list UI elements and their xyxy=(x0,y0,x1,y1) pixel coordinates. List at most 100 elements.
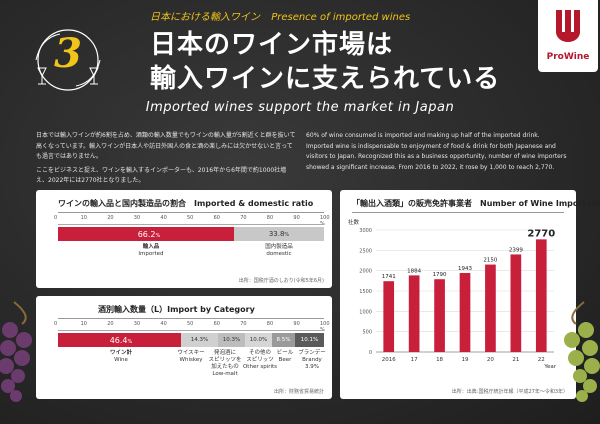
whisky-value-number: 14.3 xyxy=(190,337,203,343)
page-title-line2: 輸入ワインに支えられている xyxy=(150,64,501,94)
category-axis-line xyxy=(58,330,324,331)
x-tick-label-2016: 2016 xyxy=(382,357,396,363)
imported-value-number: 66.2 xyxy=(137,230,156,239)
whisky-bar xyxy=(181,333,218,347)
bar-21 xyxy=(510,254,522,352)
imported-label-jp: 輸入品 xyxy=(142,244,160,250)
category-source: 出所：財務省貿易統計 xyxy=(273,389,324,395)
y-tick-label-3: 1500 xyxy=(359,289,372,295)
bar-value-label-22: 2770 xyxy=(527,228,555,239)
bar-value-label-21: 2399 xyxy=(509,247,523,253)
other-spirits-label-en: Other spirits xyxy=(242,364,278,370)
ratio-tick-8: 80 xyxy=(266,215,274,221)
lowmalt-label-en: Low-malt xyxy=(212,371,238,377)
other-spirits-value: 10.0% xyxy=(245,337,272,343)
ratio-tick-4: 40 xyxy=(160,215,167,221)
brandy-value: 10.1% xyxy=(295,337,324,343)
x-tick-label-20: 20 xyxy=(487,357,494,363)
subheading-jp: 日本における輸入ワイン xyxy=(150,12,260,23)
other-spirits-value-unit: % xyxy=(262,337,268,343)
ratio-tick-5: 50 xyxy=(187,215,194,221)
category-tick-0: 0 xyxy=(54,321,58,327)
bar-17 xyxy=(408,275,420,352)
bar-18 xyxy=(434,279,445,352)
beer-value-number: 8.5 xyxy=(276,337,286,343)
wine-label-jp: ワイン計 xyxy=(109,350,132,356)
wine-glass-icon xyxy=(37,67,99,85)
y-tick-label-1: 500 xyxy=(362,330,372,336)
lowmalt-label: 発泡酒に スピリッツを 加えたもの Low-malt xyxy=(208,350,242,378)
brandy-label-jp: ブランデー xyxy=(298,350,326,356)
importers-panel: 「輸出入酒類」の販売免許事業者 Number of Wine Importers… xyxy=(340,190,600,399)
subheading-en: Presence of imported wines xyxy=(271,12,411,23)
other-spirits-bar xyxy=(245,333,272,347)
x-tick-label-21: 21 xyxy=(512,357,519,363)
brandy-label-sub: 3.9% xyxy=(305,364,319,370)
category-panel-title: 酒別輸入数量（L）Import by Category xyxy=(98,305,255,314)
category-tick-5: 50 xyxy=(187,321,194,327)
importers-source: 出所：出典:国税庁統計年報（平成27年～令和3年） xyxy=(451,389,568,395)
ratio-panel: ワインの輸入品と国内製造品の割合 Imported & domestic rat… xyxy=(36,190,332,288)
wine-label-en: Wine xyxy=(114,357,128,363)
bar-value-label-2016: 1741 xyxy=(382,274,396,280)
whisky-value: 14.3% xyxy=(181,337,218,343)
y-tick-label-0: 0 xyxy=(369,350,372,356)
category-axis: 0 10 20 30 40 50 60 70 80 90 100 % xyxy=(54,321,330,333)
category-tick-3: 30 xyxy=(133,321,141,327)
brandy-label-en: Brandy xyxy=(302,357,322,363)
beer-value: 8.5% xyxy=(272,337,295,343)
beer-label-en: Beer xyxy=(278,357,292,363)
x-tick-label-19: 19 xyxy=(462,357,469,363)
other-spirits-value-number: 10.0 xyxy=(249,337,262,343)
wine-value: 46.4% xyxy=(96,336,146,345)
category-tick-4: 40 xyxy=(160,321,167,327)
whisky-value-unit: % xyxy=(203,337,209,343)
bar-2016 xyxy=(383,281,395,352)
ratio-tick-0: 0 xyxy=(54,215,58,221)
intro-jp-paragraph-2: ここをビジネスと捉え、ワインを輸入するインポーターも、2016年から6年間で約1… xyxy=(36,166,287,185)
domestic-value-number: 33.8 xyxy=(268,230,285,238)
grapes-left-icon xyxy=(0,301,32,402)
ratio-tick-9: 90 xyxy=(293,215,300,221)
domestic-bar xyxy=(234,227,324,241)
category-tick-10: 100 % xyxy=(320,321,330,333)
ratio-tick-6: 60 xyxy=(213,215,220,221)
bar-value-label-20: 2150 xyxy=(483,258,497,264)
prowine-logo xyxy=(538,0,598,72)
other-spirits-label-jp: その他の xyxy=(248,350,271,356)
beer-value-unit: % xyxy=(285,337,291,343)
wine-value-number: 46.4 xyxy=(109,336,128,345)
bar-value-label-19: 1943 xyxy=(458,266,472,272)
imported-bar xyxy=(58,227,234,241)
category-tick-2: 20 xyxy=(107,321,114,327)
lowmalt-label-jp1: 発泡酒に xyxy=(213,350,236,356)
intro-jp-paragraph-1: 日本では輸入ワインが約6割を占め、酒類の輸入数量でもワインの輸入量が5割近くと群… xyxy=(36,132,296,160)
subheading: 日本における輸入ワイン Presence of imported wines xyxy=(150,8,410,23)
intro-text-en: 60% of wine consumed is imported and mak… xyxy=(306,132,567,171)
whisky-label: ウイスキー Whiskey xyxy=(176,350,206,364)
brandy-value-number: 10.1 xyxy=(300,337,313,343)
whisky-label-en: Whiskey xyxy=(179,357,203,363)
lowmalt-value: 10.3% xyxy=(218,337,245,343)
wine-value-unit: % xyxy=(127,339,133,345)
ratio-tick-10: 100 % xyxy=(320,215,330,227)
domestic-value: 33.8% xyxy=(254,230,304,238)
imported-value-unit: % xyxy=(155,233,161,239)
bar-19 xyxy=(459,272,471,352)
prowine-logo-text: ProWine xyxy=(546,52,590,62)
wine-bar xyxy=(58,333,181,347)
other-spirits-label-jp2: スピリッツ xyxy=(246,357,274,363)
category-tick-8: 80 xyxy=(266,321,274,327)
bar-value-label-18: 1790 xyxy=(433,272,447,278)
brandy-label: ブランデー Brandy 3.9% xyxy=(298,350,326,371)
imported-label: 輸入品 Imported xyxy=(126,244,176,258)
ratio-tick-7: 70 xyxy=(240,215,247,221)
x-axis-label: Year xyxy=(543,364,556,370)
english-title: Imported wines support the market in Jap… xyxy=(145,100,455,115)
category-tick-1: 10 xyxy=(80,321,87,327)
bar-22 xyxy=(535,239,547,352)
importers-chart-title: 「輸出入酒類」の販売免許事業者 Number of Wine Importers xyxy=(352,199,600,208)
ratio-title-rule xyxy=(58,212,324,213)
imported-value: 66.2% xyxy=(124,230,174,239)
